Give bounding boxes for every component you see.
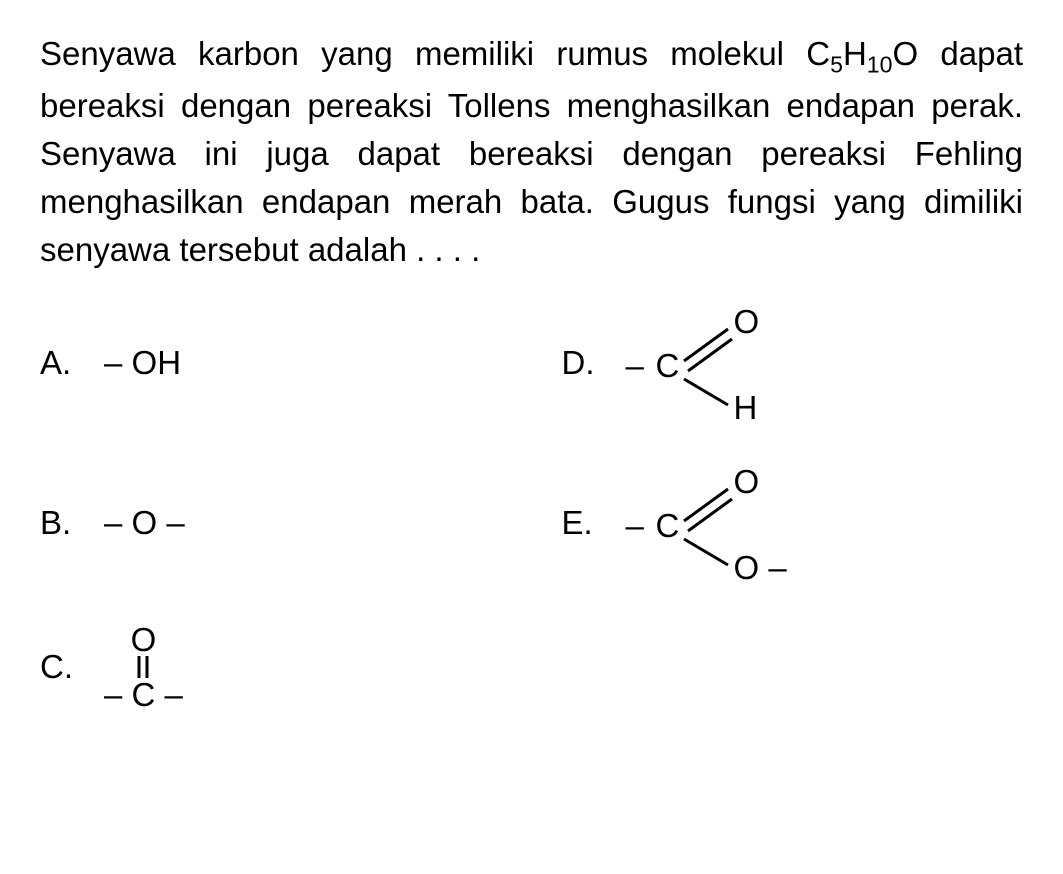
option-letter-a: A.	[40, 344, 80, 382]
option-c[interactable]: C. O – C –	[40, 623, 502, 711]
option-d[interactable]: D. – C O H	[562, 303, 1024, 423]
option-e-structure: – C O O –	[626, 463, 796, 583]
option-letter-d: D.	[562, 344, 602, 382]
option-d-structure: – C O H	[626, 303, 796, 423]
question-text: Senyawa karbon yang memiliki rumus molek…	[40, 30, 1023, 273]
option-a[interactable]: A. – OH	[40, 303, 502, 423]
option-b[interactable]: B. – O –	[40, 463, 502, 583]
option-a-content: – OH	[104, 344, 181, 382]
bond-lines-d	[626, 303, 796, 423]
option-e[interactable]: E. – C O O –	[562, 463, 1024, 583]
options-container: A. – OH D. – C O H B. – O – E. –	[40, 303, 1023, 711]
option-b-content: – O –	[104, 504, 185, 542]
option-letter-e: E.	[562, 504, 602, 542]
molecular-formula: C5H10O	[806, 35, 940, 72]
double-bond-c	[133, 656, 153, 678]
option-letter-c: C.	[40, 648, 80, 686]
option-letter-b: B.	[40, 504, 80, 542]
option-c-structure: O – C –	[104, 623, 183, 711]
question-line1: Senyawa karbon yang memiliki rumus molek…	[40, 35, 784, 72]
